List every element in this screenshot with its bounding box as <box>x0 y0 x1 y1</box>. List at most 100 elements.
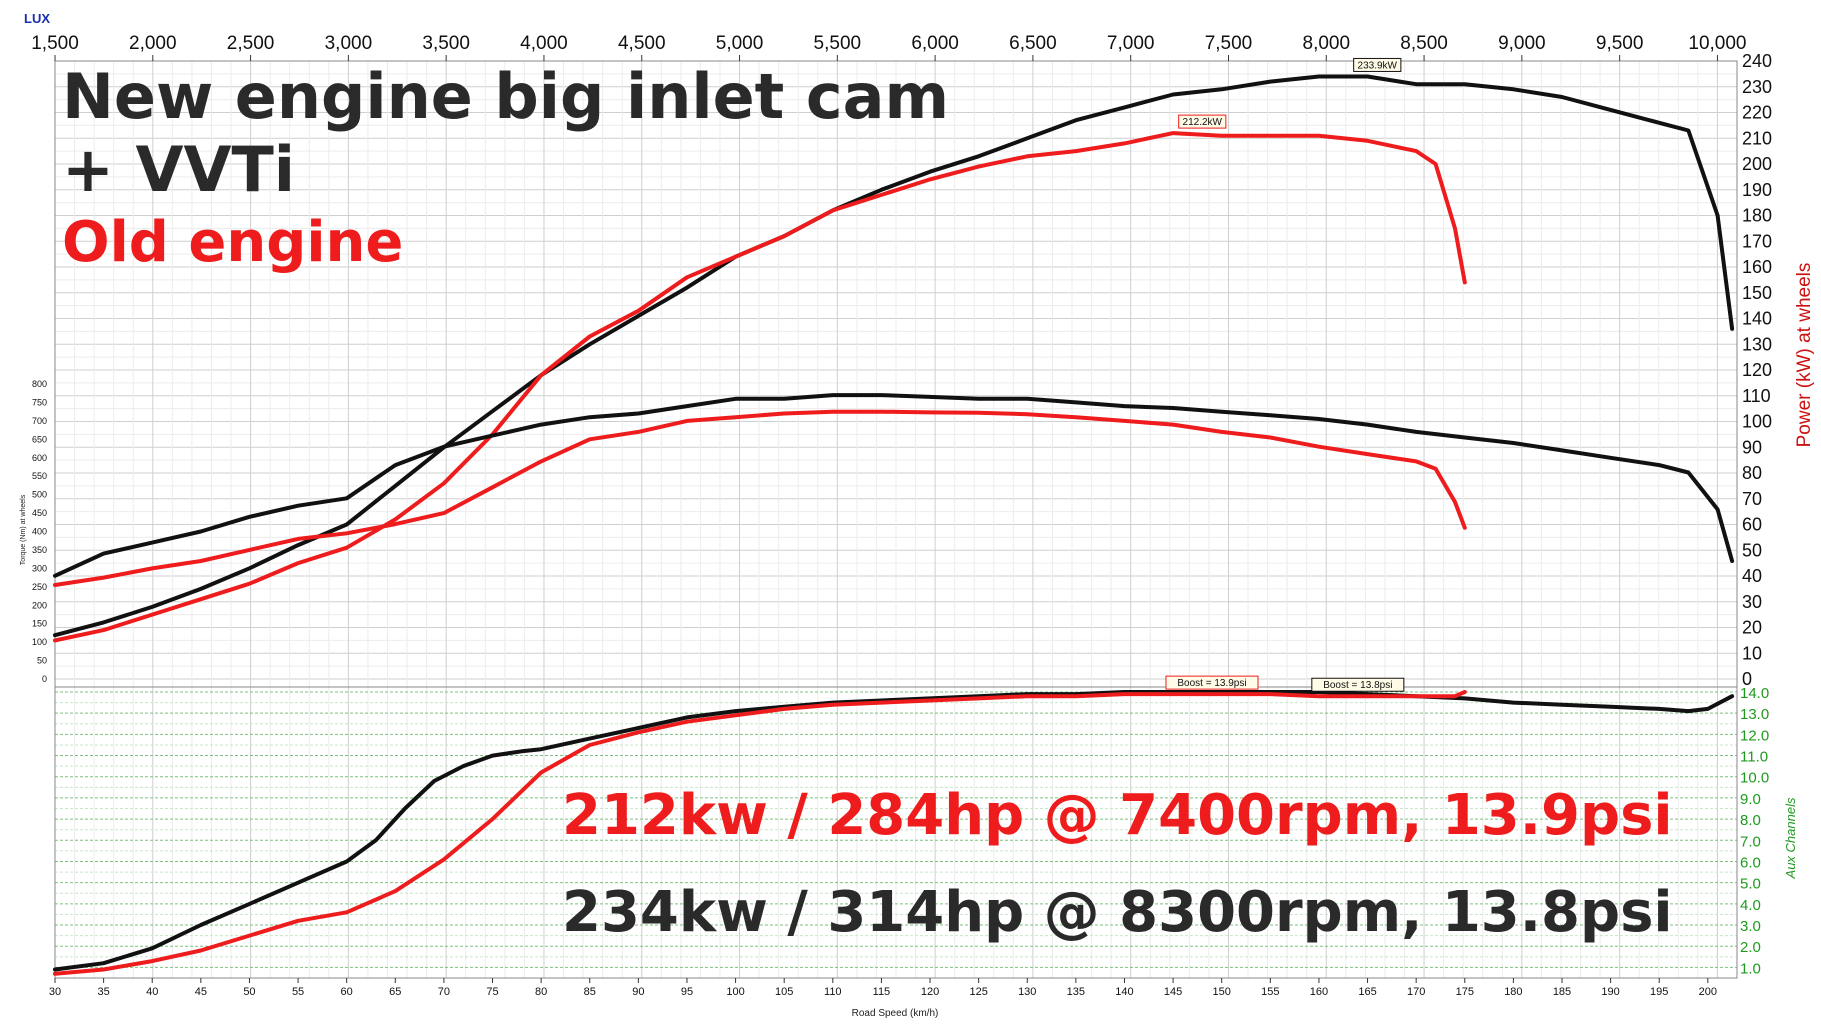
speed-tick-label: 45 <box>195 986 207 998</box>
aux-tick-label: 9.0 <box>1740 791 1761 808</box>
speed-tick-label: 110 <box>824 986 842 998</box>
speed-tick-label: 175 <box>1456 986 1474 998</box>
peak-annotations: 233.9kW 212.2kW Boost = 13.9psi Boost = 13.… <box>1165 57 1405 692</box>
speed-tick-label: 180 <box>1504 986 1522 998</box>
aux-tick-label: 14.0 <box>1740 685 1769 702</box>
speed-tick-label: 85 <box>584 986 596 998</box>
aux-axis-label: Aux Channels <box>1783 797 1798 879</box>
speed-tick-label: 155 <box>1261 986 1279 998</box>
speed-tick-label: 135 <box>1067 986 1085 998</box>
speed-tick-label: 170 <box>1407 986 1425 998</box>
power-tick-label: 220 <box>1742 103 1772 123</box>
torque-tick-label: 200 <box>32 600 47 610</box>
old-engine-aux-line <box>53 690 1467 976</box>
rpm-tick-label: 10,000 <box>1688 33 1746 54</box>
headline-new-engine: New engine big inlet cam <box>62 60 950 133</box>
rpm-tick-label: 7,500 <box>1205 33 1253 54</box>
aux-tick-label: 4.0 <box>1740 897 1761 914</box>
speed-tick-label: 190 <box>1601 986 1619 998</box>
power-tick-label: 70 <box>1742 489 1762 509</box>
aux-tick-label: 5.0 <box>1740 876 1761 893</box>
aux-tick-label: 2.0 <box>1740 939 1761 956</box>
speed-tick-label: 160 <box>1310 986 1328 998</box>
rpm-tick-label: 9,000 <box>1498 33 1546 54</box>
power-tick-label: 130 <box>1742 334 1772 354</box>
power-tick-label: 240 <box>1742 51 1772 71</box>
power-tick-label: 140 <box>1742 309 1772 329</box>
rpm-tick-label: 6,000 <box>911 33 959 54</box>
headline-old-engine: Old engine <box>62 210 404 275</box>
speed-tick-label: 145 <box>1164 986 1182 998</box>
annotation-label: 233.9kW <box>1358 60 1398 71</box>
old-engine-power-line <box>53 131 1467 643</box>
power-tick-label: 200 <box>1742 154 1772 174</box>
rpm-tick-label: 4,500 <box>618 33 666 54</box>
rpm-tick-label: 3,500 <box>422 33 470 54</box>
speed-tick-label: 30 <box>49 986 61 998</box>
torque-tick-label: 0 <box>42 674 47 684</box>
speed-tick-label: 65 <box>389 986 401 998</box>
torque-tick-label: 600 <box>32 453 47 463</box>
annotation-box <box>1353 57 1402 72</box>
torque-tick-label: 100 <box>32 637 47 647</box>
aux-tick-label: 10.0 <box>1740 770 1769 787</box>
speed-tick-label: 75 <box>486 986 498 998</box>
rpm-tick-label: 5,000 <box>716 33 764 54</box>
torque-tick-label: 300 <box>32 563 47 573</box>
speed-tick-label: 90 <box>632 986 644 998</box>
rpm-tick-label: 7,000 <box>1107 33 1155 54</box>
new-engine-aux-line <box>53 690 1735 972</box>
speed-tick-label: 115 <box>873 986 891 998</box>
power-tick-label: 150 <box>1742 283 1772 303</box>
rpm-tick-label: 2,000 <box>129 33 177 54</box>
annotation-box <box>1311 677 1405 692</box>
result-old-engine: 212kw / 284hp @ 7400rpm, 13.9psi <box>562 783 1673 848</box>
brand-label: LUX <box>24 11 50 26</box>
annotation-box <box>1165 675 1259 690</box>
power-tick-label: 60 <box>1742 515 1762 535</box>
speed-tick-label: 55 <box>292 986 304 998</box>
speed-tick-label: 125 <box>969 986 987 998</box>
power-axis-label: Power (kW) at wheels <box>1794 263 1815 448</box>
speed-tick-label: 165 <box>1358 986 1376 998</box>
torque-tick-label: 350 <box>32 545 47 555</box>
speed-tick-label: 60 <box>341 986 353 998</box>
torque-tick-label: 550 <box>32 471 47 481</box>
series-lines <box>53 74 1735 976</box>
power-tick-label: 190 <box>1742 180 1772 200</box>
grid-lines <box>54 60 1738 979</box>
headline-new-engine-vvti: + VVTi <box>62 133 296 206</box>
speed-tick-label: 130 <box>1018 986 1036 998</box>
speed-tick-label: 70 <box>438 986 450 998</box>
rpm-tick-label: 5,500 <box>814 33 862 54</box>
speed-tick-label: 40 <box>146 986 158 998</box>
power-tick-label: 210 <box>1742 128 1772 148</box>
rpm-tick-label: 6,500 <box>1009 33 1057 54</box>
speed-tick-label: 50 <box>243 986 255 998</box>
aux-tick-label: 13.0 <box>1740 706 1769 723</box>
result-new-engine: 234kw / 314hp @ 8300rpm, 13.8psi <box>562 880 1673 945</box>
speed-tick-label: 140 <box>1115 986 1133 998</box>
power-tick-label: 50 <box>1742 540 1762 560</box>
rpm-tick-label: 4,000 <box>520 33 568 54</box>
power-tick-label: 20 <box>1742 618 1762 638</box>
speed-tick-label: 195 <box>1650 986 1668 998</box>
rpm-tick-label: 8,500 <box>1400 33 1448 54</box>
power-tick-label: 180 <box>1742 206 1772 226</box>
speed-tick-label: 150 <box>1213 986 1231 998</box>
power-tick-label: 160 <box>1742 257 1772 277</box>
speed-tick-label: 105 <box>775 986 793 998</box>
annotation-label: Boost = 13.9psi <box>1177 678 1246 689</box>
x-axis-label: Road Speed (km/h) <box>852 1008 939 1019</box>
torque-tick-label: 700 <box>32 416 47 426</box>
rpm-tick-label: 9,500 <box>1596 33 1644 54</box>
rpm-tick-label: 1,500 <box>31 33 79 54</box>
torque-axis-left: 0 50 100 150 200 250 300 350 400 450 500 550 600 650 7… <box>32 379 47 684</box>
aux-tick-label: 6.0 <box>1740 854 1761 871</box>
annotation-label: 212.2kW <box>1183 117 1223 128</box>
rpm-tick-label: 3,000 <box>325 33 373 54</box>
power-tick-label: 0 <box>1742 669 1752 689</box>
speed-tick-label: 35 <box>97 986 109 998</box>
power-tick-label: 10 <box>1742 643 1762 663</box>
